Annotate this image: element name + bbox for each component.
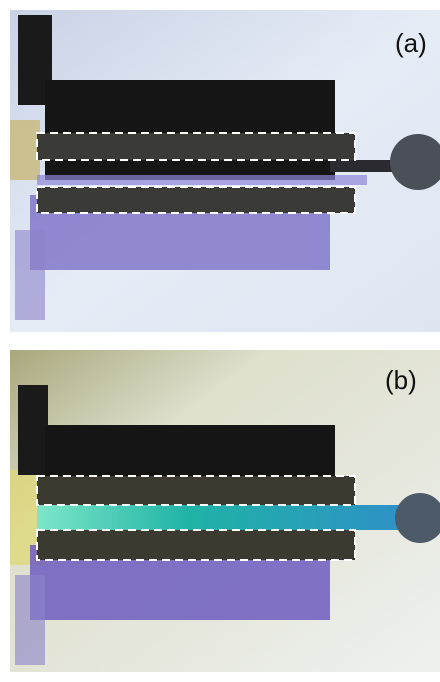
channel-fluid bbox=[37, 505, 417, 530]
purple-tab bbox=[15, 230, 45, 320]
panel-label: (a) bbox=[395, 28, 427, 58]
channel-fluid bbox=[37, 175, 367, 185]
electrode bbox=[10, 120, 40, 180]
electrode-strip bbox=[37, 476, 355, 505]
panel-label: (b) bbox=[385, 365, 417, 395]
panel-a: (a) bbox=[10, 10, 440, 332]
lead bbox=[18, 385, 48, 475]
electrode-strip bbox=[37, 133, 355, 160]
panel-b: (b) bbox=[10, 350, 440, 672]
black-block bbox=[45, 80, 335, 180]
purple-tab bbox=[15, 575, 45, 665]
electrode-strip bbox=[37, 187, 355, 213]
electrode-strip bbox=[37, 530, 355, 560]
page: (a) (b) (() => { const data = JSON.parse… bbox=[0, 0, 440, 677]
figure: (a) (b) bbox=[0, 0, 440, 677]
